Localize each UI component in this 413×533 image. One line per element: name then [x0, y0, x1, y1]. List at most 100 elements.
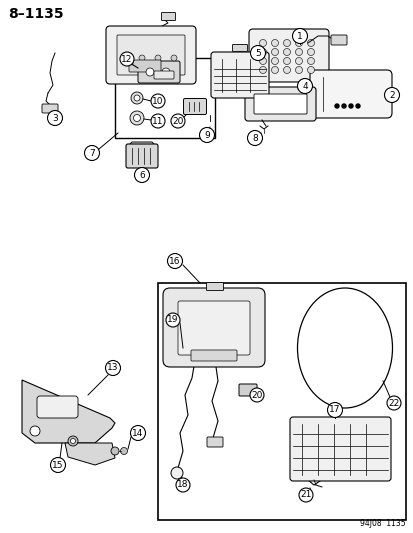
Circle shape	[154, 55, 161, 61]
Text: 12: 12	[121, 54, 133, 63]
Circle shape	[295, 39, 302, 46]
Text: 19: 19	[167, 316, 178, 325]
Text: 3: 3	[52, 114, 58, 123]
Circle shape	[292, 28, 307, 44]
Circle shape	[250, 45, 265, 61]
Text: 16: 16	[169, 256, 180, 265]
Circle shape	[386, 396, 400, 410]
Ellipse shape	[297, 288, 392, 408]
FancyBboxPatch shape	[126, 144, 158, 168]
Circle shape	[134, 95, 140, 101]
FancyBboxPatch shape	[289, 417, 390, 481]
Circle shape	[199, 127, 214, 142]
Circle shape	[130, 425, 145, 440]
Circle shape	[283, 39, 290, 46]
Circle shape	[298, 488, 312, 502]
Circle shape	[271, 67, 278, 74]
Circle shape	[161, 68, 170, 76]
Circle shape	[259, 58, 266, 64]
Circle shape	[105, 360, 120, 376]
FancyBboxPatch shape	[232, 44, 247, 52]
Text: 10: 10	[152, 96, 164, 106]
Circle shape	[249, 388, 263, 402]
Circle shape	[133, 115, 140, 122]
Circle shape	[120, 448, 127, 455]
Text: 9: 9	[204, 131, 209, 140]
Circle shape	[355, 104, 359, 108]
FancyBboxPatch shape	[138, 61, 180, 83]
Circle shape	[283, 67, 290, 74]
Circle shape	[30, 426, 40, 436]
Circle shape	[167, 254, 182, 269]
Circle shape	[307, 39, 314, 46]
Circle shape	[307, 58, 314, 64]
Circle shape	[295, 58, 302, 64]
Circle shape	[334, 104, 338, 108]
Circle shape	[297, 78, 312, 93]
Circle shape	[307, 49, 314, 55]
FancyBboxPatch shape	[183, 99, 206, 115]
Text: 20: 20	[172, 117, 183, 125]
Circle shape	[84, 146, 99, 160]
FancyBboxPatch shape	[244, 87, 315, 121]
FancyBboxPatch shape	[178, 301, 249, 355]
Bar	[115, 58, 214, 138]
Circle shape	[123, 55, 129, 61]
FancyBboxPatch shape	[211, 52, 268, 98]
FancyBboxPatch shape	[206, 282, 223, 290]
FancyBboxPatch shape	[161, 12, 175, 20]
Circle shape	[259, 49, 266, 55]
Text: 18: 18	[177, 481, 188, 489]
Circle shape	[139, 55, 145, 61]
Circle shape	[151, 114, 165, 128]
Polygon shape	[22, 380, 115, 443]
Text: 8–1135: 8–1135	[8, 7, 64, 21]
Circle shape	[283, 49, 290, 55]
Circle shape	[171, 467, 183, 479]
Polygon shape	[128, 142, 156, 146]
Circle shape	[70, 439, 75, 443]
Circle shape	[271, 49, 278, 55]
FancyBboxPatch shape	[190, 350, 236, 361]
Circle shape	[111, 447, 119, 455]
FancyBboxPatch shape	[206, 437, 223, 447]
Circle shape	[131, 92, 142, 104]
FancyBboxPatch shape	[238, 384, 256, 396]
Text: 94J08  1135: 94J08 1135	[359, 519, 405, 528]
Text: 20: 20	[251, 391, 262, 400]
Text: 21: 21	[299, 490, 311, 499]
Text: 17: 17	[328, 406, 340, 415]
Circle shape	[171, 55, 177, 61]
Circle shape	[341, 104, 345, 108]
FancyBboxPatch shape	[106, 26, 195, 84]
FancyBboxPatch shape	[248, 29, 328, 82]
Circle shape	[259, 39, 266, 46]
Circle shape	[384, 87, 399, 102]
Circle shape	[176, 478, 190, 492]
Text: 8: 8	[252, 133, 257, 142]
Circle shape	[271, 39, 278, 46]
FancyBboxPatch shape	[163, 288, 264, 367]
Circle shape	[327, 402, 342, 417]
Circle shape	[50, 457, 65, 472]
FancyBboxPatch shape	[42, 104, 58, 113]
FancyBboxPatch shape	[154, 71, 173, 79]
Text: 11: 11	[152, 117, 164, 125]
Circle shape	[47, 110, 62, 125]
Circle shape	[307, 67, 314, 74]
FancyBboxPatch shape	[309, 70, 391, 118]
Circle shape	[295, 49, 302, 55]
Circle shape	[166, 313, 180, 327]
Circle shape	[134, 167, 149, 182]
Text: 22: 22	[387, 399, 399, 408]
Text: 15: 15	[52, 461, 64, 470]
FancyBboxPatch shape	[254, 94, 306, 114]
Text: 2: 2	[388, 91, 394, 100]
Text: 7: 7	[89, 149, 95, 157]
Circle shape	[120, 52, 134, 66]
Circle shape	[247, 131, 262, 146]
Text: 1: 1	[297, 31, 302, 41]
Circle shape	[259, 67, 266, 74]
Text: 14: 14	[132, 429, 143, 438]
FancyBboxPatch shape	[117, 35, 185, 75]
